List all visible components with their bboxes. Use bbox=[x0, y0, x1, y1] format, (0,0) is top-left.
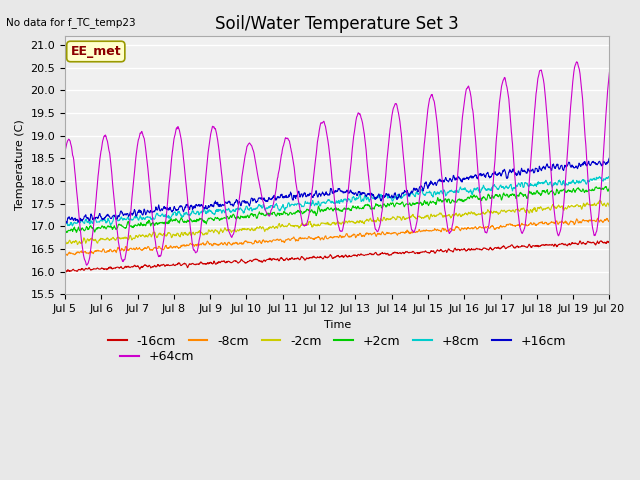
Text: EE_met: EE_met bbox=[70, 45, 121, 58]
Legend: +64cm: +64cm bbox=[115, 345, 199, 368]
X-axis label: Time: Time bbox=[324, 320, 351, 330]
Text: No data for f_TC_temp23: No data for f_TC_temp23 bbox=[6, 17, 136, 28]
Y-axis label: Temperature (C): Temperature (C) bbox=[15, 120, 25, 211]
Title: Soil/Water Temperature Set 3: Soil/Water Temperature Set 3 bbox=[215, 15, 459, 33]
